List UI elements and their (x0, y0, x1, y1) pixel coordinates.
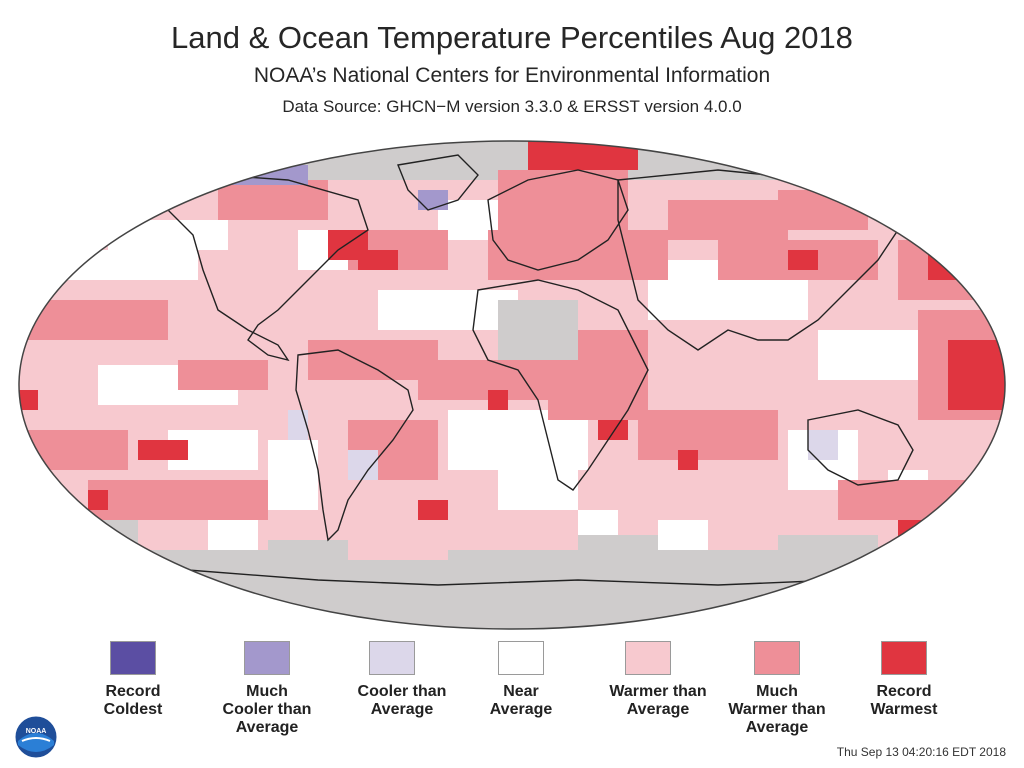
legend-swatch-warmer (625, 641, 671, 675)
noaa-logo: NOAA (14, 715, 58, 759)
legend-label-much-warmer: Much Warmer than Average (728, 683, 826, 736)
sahara-no-data (498, 300, 578, 360)
australia-outline (807, 409, 914, 486)
legend-label-near: Near Average (489, 683, 553, 718)
legend-swatch-near (498, 641, 544, 675)
legend-swatch-cooler (369, 641, 415, 675)
legend-label-much-cooler: Much Cooler than Average (222, 683, 312, 736)
legend-label-warmer: Warmer than Average (609, 683, 707, 718)
legend-swatch-much-cooler (244, 641, 290, 675)
legend-label-cooler: Cooler than Average (357, 683, 447, 718)
north-america-outline (147, 174, 369, 362)
map-title: Land & Ocean Temperature Percentiles Aug… (171, 20, 853, 55)
south-america-outline (295, 349, 414, 542)
legend-swatch-much-warmer (754, 641, 800, 675)
map-subtitle: NOAA’s National Centers for Environmenta… (253, 64, 771, 87)
data-source-line: Data Source: GHCN−M version 3.3.0 & ERSS… (282, 97, 742, 116)
legend-label-record-coldest: Record Coldest (103, 683, 163, 718)
much-warmer-cells (19, 170, 1005, 520)
globe-border (18, 140, 1006, 630)
europe-outline (487, 169, 629, 271)
legend-swatch-record-coldest (110, 641, 156, 675)
timestamp: Thu Sep 13 04:20:16 EDT 2018 (836, 745, 1006, 759)
noaa-logo-text: NOAA (26, 728, 47, 735)
greenland-outline (397, 154, 479, 211)
legend-label-record-warmest: Record Warmest (870, 683, 938, 718)
map-cells-layer (19, 141, 1005, 629)
africa-outline (472, 279, 649, 491)
world-temperature-map (18, 140, 1006, 630)
legend-swatch-record-warmest (881, 641, 927, 675)
